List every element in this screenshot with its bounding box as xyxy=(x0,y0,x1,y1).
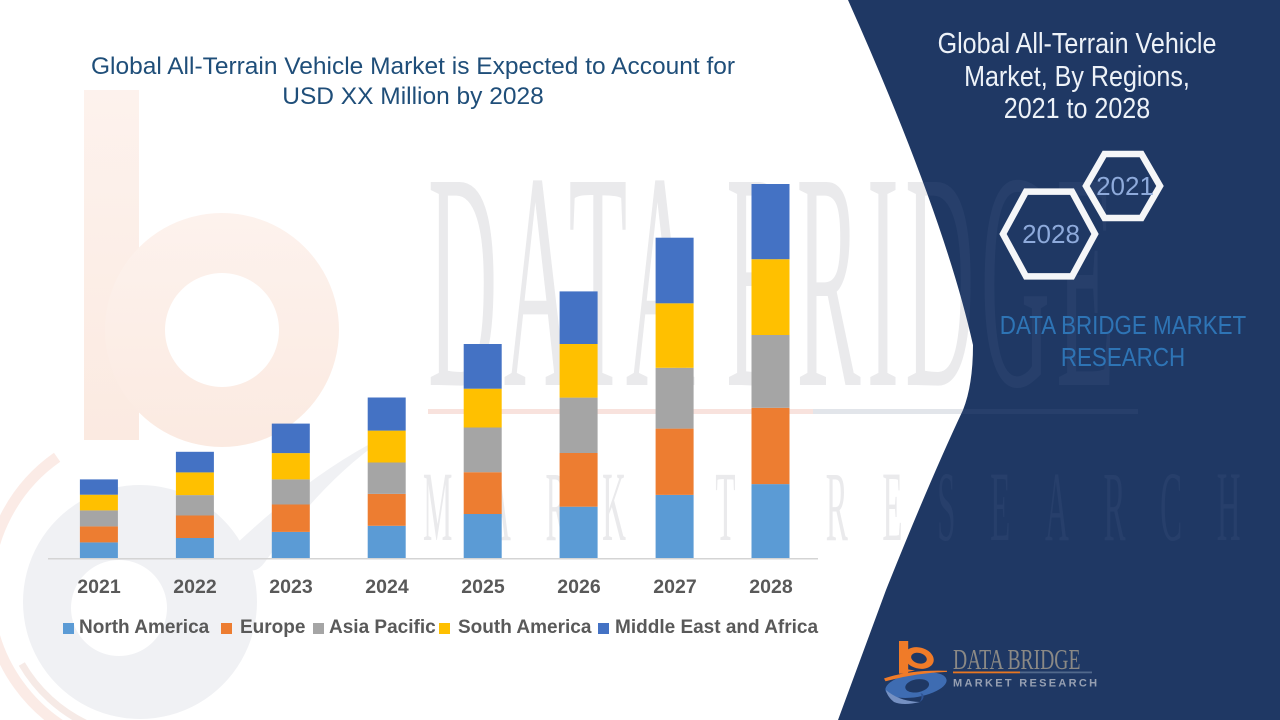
svg-text:2028: 2028 xyxy=(1022,219,1080,249)
svg-text:2021: 2021 xyxy=(1096,171,1154,201)
svg-text:DATA BRIDGE: DATA BRIDGE xyxy=(953,644,1080,675)
svg-text:MARKET RESEARCH: MARKET RESEARCH xyxy=(953,678,1099,690)
